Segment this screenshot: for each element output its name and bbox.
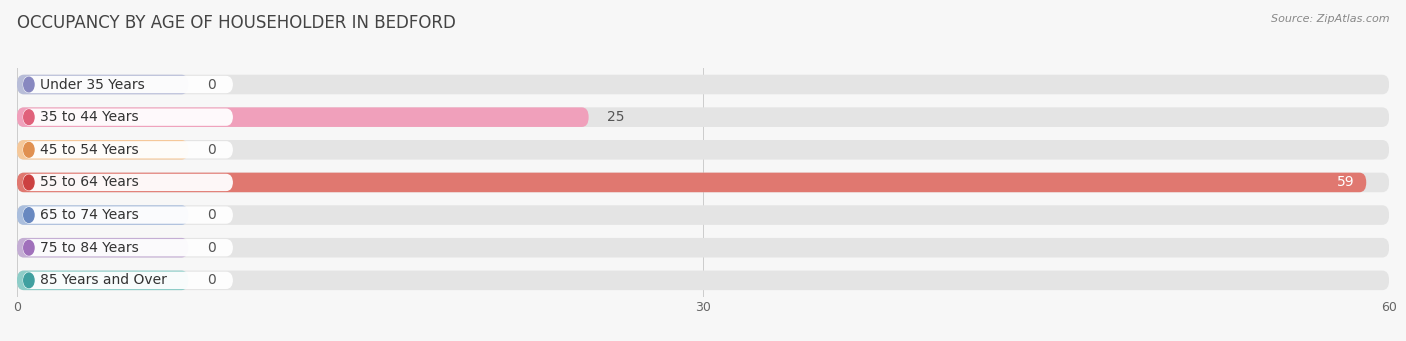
FancyBboxPatch shape (17, 140, 188, 160)
FancyBboxPatch shape (17, 173, 1367, 192)
Circle shape (24, 143, 34, 157)
FancyBboxPatch shape (22, 108, 233, 126)
FancyBboxPatch shape (17, 238, 188, 257)
FancyBboxPatch shape (17, 107, 1389, 127)
Text: 0: 0 (207, 143, 215, 157)
Circle shape (24, 110, 34, 124)
FancyBboxPatch shape (22, 174, 233, 191)
Text: 45 to 54 Years: 45 to 54 Years (39, 143, 138, 157)
FancyBboxPatch shape (17, 140, 1389, 160)
Text: 65 to 74 Years: 65 to 74 Years (39, 208, 139, 222)
Text: 55 to 64 Years: 55 to 64 Years (39, 175, 139, 190)
Text: Under 35 Years: Under 35 Years (39, 77, 145, 91)
Text: 75 to 84 Years: 75 to 84 Years (39, 241, 139, 255)
Text: OCCUPANCY BY AGE OF HOUSEHOLDER IN BEDFORD: OCCUPANCY BY AGE OF HOUSEHOLDER IN BEDFO… (17, 14, 456, 32)
FancyBboxPatch shape (22, 239, 233, 256)
Text: 0: 0 (207, 208, 215, 222)
FancyBboxPatch shape (17, 238, 1389, 257)
Circle shape (24, 175, 34, 190)
FancyBboxPatch shape (17, 173, 1389, 192)
FancyBboxPatch shape (22, 141, 233, 159)
Text: 0: 0 (207, 273, 215, 287)
Circle shape (24, 208, 34, 222)
Text: 0: 0 (207, 77, 215, 91)
Circle shape (24, 240, 34, 255)
Text: 35 to 44 Years: 35 to 44 Years (39, 110, 138, 124)
FancyBboxPatch shape (22, 272, 233, 289)
FancyBboxPatch shape (17, 270, 188, 290)
FancyBboxPatch shape (17, 205, 1389, 225)
FancyBboxPatch shape (17, 75, 1389, 94)
FancyBboxPatch shape (17, 107, 589, 127)
FancyBboxPatch shape (22, 206, 233, 224)
Text: Source: ZipAtlas.com: Source: ZipAtlas.com (1271, 14, 1389, 24)
Text: 0: 0 (207, 241, 215, 255)
FancyBboxPatch shape (17, 75, 188, 94)
Text: 25: 25 (607, 110, 624, 124)
FancyBboxPatch shape (22, 76, 233, 93)
Text: 59: 59 (1337, 175, 1355, 190)
Circle shape (24, 77, 34, 92)
Circle shape (24, 273, 34, 288)
Text: 85 Years and Over: 85 Years and Over (39, 273, 167, 287)
FancyBboxPatch shape (17, 205, 188, 225)
FancyBboxPatch shape (17, 270, 1389, 290)
